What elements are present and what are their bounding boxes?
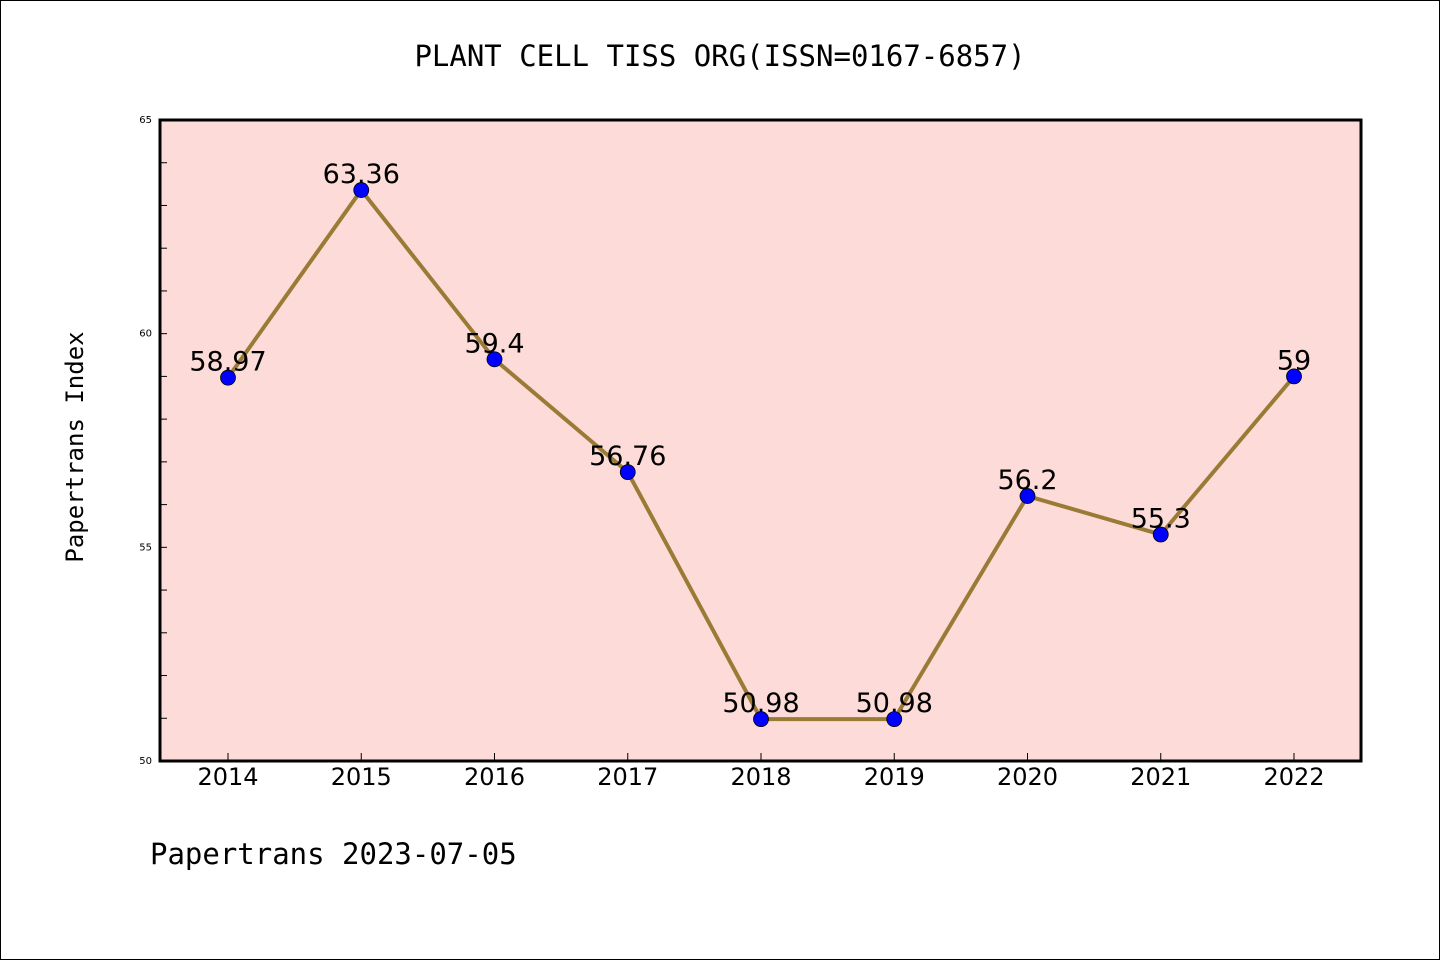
data-point-marker bbox=[486, 351, 503, 368]
footer-text: Papertrans 2023-07-05 bbox=[150, 837, 517, 871]
data-label: 59.4 bbox=[464, 328, 524, 359]
x-tick-label: 2021 bbox=[1130, 763, 1191, 791]
x-tick-label: 2018 bbox=[730, 763, 791, 791]
data-label: 56.2 bbox=[997, 465, 1057, 496]
data-label-group: 58.97 63.36 59.4 56.76 50.98 50.98 56.2 55.3 59 bbox=[189, 159, 1311, 719]
x-tick-label: 2022 bbox=[1263, 763, 1324, 791]
y-tick-labels: 50 55 60 65 bbox=[139, 115, 152, 767]
data-point-marker bbox=[353, 182, 370, 198]
x-tick-label: 2019 bbox=[864, 763, 925, 791]
data-label: 50.98 bbox=[856, 688, 933, 719]
plot-border bbox=[158, 118, 1363, 763]
y-tick-label: 50 bbox=[139, 756, 152, 767]
x-tick-labels: 2014 2015 2016 2017 2018 2019 2020 2021 2022 bbox=[197, 763, 1324, 791]
data-label: 59 bbox=[1277, 345, 1311, 376]
data-label: 63.36 bbox=[323, 159, 400, 190]
x-tick-label: 2020 bbox=[997, 763, 1058, 791]
y-tick-label: 65 bbox=[139, 115, 152, 126]
x-tick-label: 2017 bbox=[597, 763, 658, 791]
plot-area bbox=[160, 120, 1361, 761]
data-label: 50.98 bbox=[722, 688, 799, 719]
data-point-marker bbox=[1019, 488, 1036, 504]
x-tick-label: 2014 bbox=[197, 763, 258, 791]
data-label: 58.97 bbox=[189, 347, 266, 378]
data-label: 55.3 bbox=[1131, 504, 1191, 535]
data-point-marker bbox=[619, 464, 636, 481]
chart-title: PLANT CELL TISS ORG(ISSN=0167-6857) bbox=[414, 39, 1025, 73]
y-tick-label: 60 bbox=[139, 329, 152, 340]
x-tick-label: 2016 bbox=[464, 763, 525, 791]
marker-group bbox=[220, 182, 1302, 728]
data-label: 56.76 bbox=[589, 441, 666, 472]
data-point-marker bbox=[1286, 368, 1302, 385]
data-point-marker bbox=[220, 369, 236, 386]
data-point-marker bbox=[753, 711, 769, 728]
x-tick-label: 2015 bbox=[331, 763, 392, 791]
y-axis-label: Papertrans Index bbox=[61, 331, 89, 562]
data-point-marker bbox=[1152, 526, 1169, 543]
y-tick-label: 55 bbox=[139, 542, 152, 553]
data-point-marker bbox=[886, 711, 903, 728]
